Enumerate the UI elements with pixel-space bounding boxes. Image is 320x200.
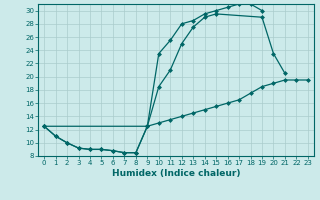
X-axis label: Humidex (Indice chaleur): Humidex (Indice chaleur) [112, 169, 240, 178]
